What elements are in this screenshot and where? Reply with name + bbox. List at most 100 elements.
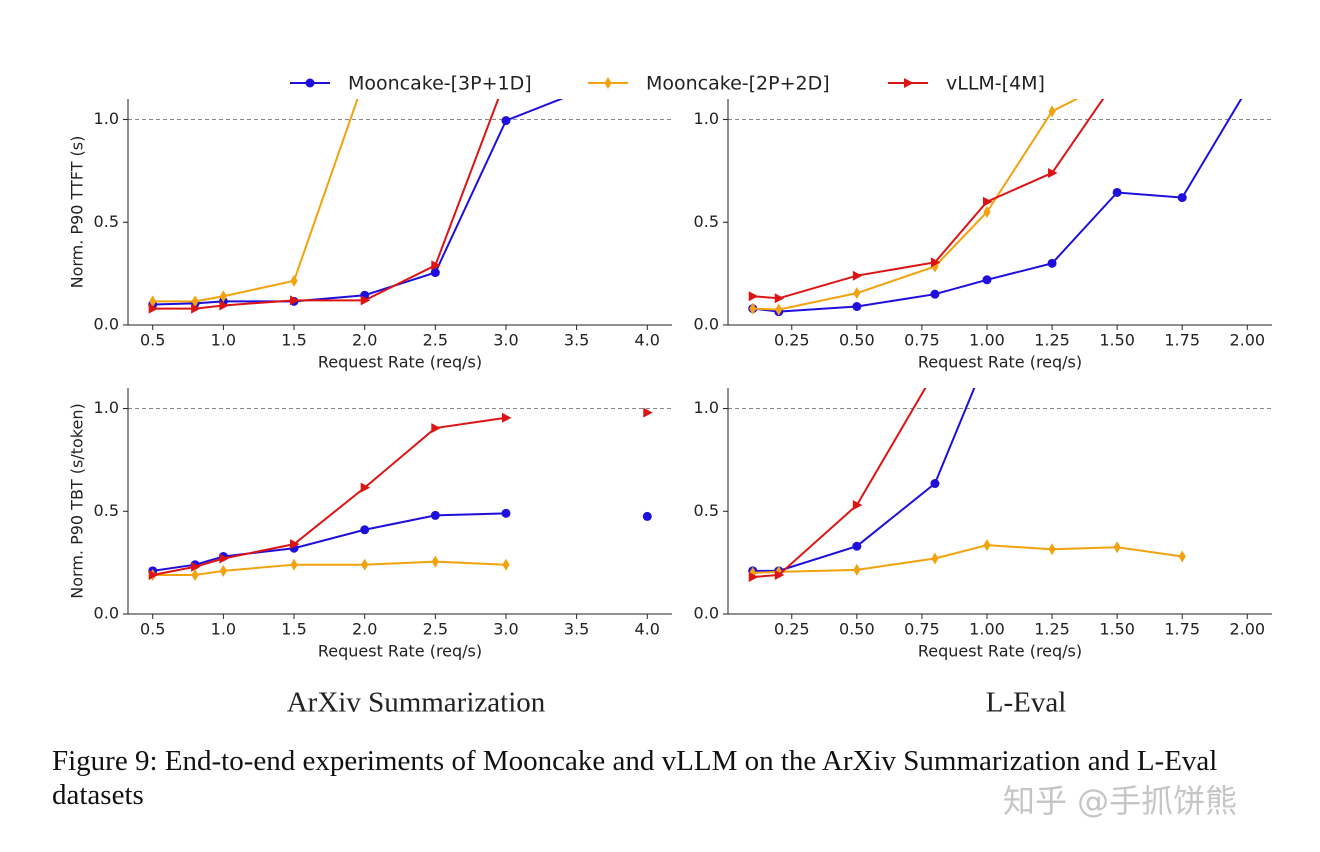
marker [982, 196, 993, 207]
x-tick-label: 3.0 [493, 331, 518, 350]
marker [1178, 550, 1186, 563]
marker [774, 293, 785, 304]
marker [430, 268, 440, 278]
marker [1243, 84, 1252, 93]
x-tick-label: 0.50 [839, 331, 875, 350]
x-tick-label: 2.00 [1229, 620, 1265, 639]
x-tick-label: 0.5 [140, 620, 165, 639]
marker [572, 88, 581, 97]
marker [501, 116, 511, 126]
y-axis-label: Norm. P90 TBT (s/token) [68, 403, 87, 598]
marker [290, 558, 298, 571]
legend-label: Mooncake-[3P+1D] [348, 73, 532, 95]
marker [852, 302, 862, 312]
panel-title: L-Eval [986, 687, 1067, 719]
y-tick-label: 0.0 [694, 604, 719, 623]
x-axis-label: Request Rate (req/s) [318, 353, 482, 372]
marker [853, 287, 861, 300]
x-tick-label: 3.5 [564, 331, 589, 350]
series-line [752, 388, 927, 579]
plot-area [748, 72, 1252, 317]
x-tick-label: 2.5 [423, 331, 448, 350]
marker [219, 553, 229, 564]
marker [148, 303, 159, 314]
marker [931, 552, 939, 565]
series-line [152, 99, 564, 306]
x-tick-label: 4.0 [635, 331, 660, 350]
x-tick-label: 0.75 [904, 331, 940, 350]
x-tick-label: 1.75 [1164, 620, 1200, 639]
marker [361, 558, 369, 571]
x-axis-label: Request Rate (req/s) [918, 353, 1082, 372]
series-line [752, 544, 1183, 574]
marker [1113, 541, 1121, 554]
series-line [152, 99, 500, 310]
marker [149, 295, 157, 308]
marker [501, 508, 511, 518]
x-axis-label: Request Rate (req/s) [318, 642, 482, 661]
marker [360, 295, 371, 306]
x-tick-label: 1.75 [1164, 331, 1200, 350]
marker [219, 300, 229, 311]
x-tick-label: 1.00 [969, 620, 1005, 639]
y-tick-label: 1.0 [694, 109, 719, 128]
marker [431, 260, 441, 271]
y-tick-label: 0.5 [694, 501, 719, 520]
series-line [752, 388, 976, 572]
marker [1048, 167, 1058, 178]
marker [1048, 105, 1056, 118]
marker [749, 302, 757, 315]
x-tick-label: 1.50 [1099, 620, 1135, 639]
marker [290, 274, 298, 287]
marker [290, 295, 300, 306]
series-line [153, 413, 648, 575]
marker [191, 303, 201, 314]
marker [852, 541, 862, 551]
marker [360, 482, 371, 493]
marker [748, 572, 759, 583]
legend-marker [904, 78, 914, 88]
x-tick-label: 0.50 [839, 620, 875, 639]
marker [191, 568, 199, 581]
marker [148, 569, 159, 580]
x-tick-label: 1.5 [281, 331, 306, 350]
x-tick-label: 1.5 [281, 620, 306, 639]
plot-area [148, 88, 581, 314]
caption: Figure 9: End-to-end experiments of Moon… [52, 745, 1218, 811]
marker [501, 412, 512, 423]
x-tick-label: 4.0 [635, 620, 660, 639]
x-tick-label: 2.5 [423, 620, 448, 639]
x-tick-label: 3.5 [564, 620, 589, 639]
y-tick-label: 0.0 [694, 315, 719, 334]
x-tick-label: 2.0 [352, 331, 377, 350]
marker [191, 295, 199, 308]
marker [1114, 72, 1121, 84]
marker [1048, 543, 1056, 556]
marker [930, 257, 941, 268]
legend-label: vLLM-[4M] [946, 73, 1045, 95]
marker [748, 291, 759, 302]
x-tick-label: 1.50 [1099, 331, 1135, 350]
marker [502, 558, 510, 571]
x-tick-label: 1.0 [211, 331, 236, 350]
y-tick-label: 0.5 [94, 212, 119, 231]
x-tick-label: 0.25 [774, 331, 810, 350]
marker [191, 561, 201, 572]
marker [360, 525, 370, 535]
legend-label: Mooncake-[2P+2D] [646, 73, 830, 95]
marker [852, 270, 863, 281]
marker [1112, 187, 1122, 197]
marker [430, 510, 440, 520]
y-tick-label: 0.5 [694, 212, 719, 231]
x-tick-label: 2.0 [352, 620, 377, 639]
x-tick-label: 2.00 [1229, 331, 1265, 350]
marker [290, 539, 300, 550]
marker [982, 275, 992, 285]
marker [1177, 193, 1187, 203]
marker [852, 500, 863, 511]
y-tick-label: 1.0 [94, 109, 119, 128]
marker [219, 564, 227, 577]
x-tick-label: 3.0 [493, 620, 518, 639]
x-tick-label: 0.75 [904, 620, 940, 639]
x-axis-label: Request Rate (req/s) [918, 642, 1082, 661]
